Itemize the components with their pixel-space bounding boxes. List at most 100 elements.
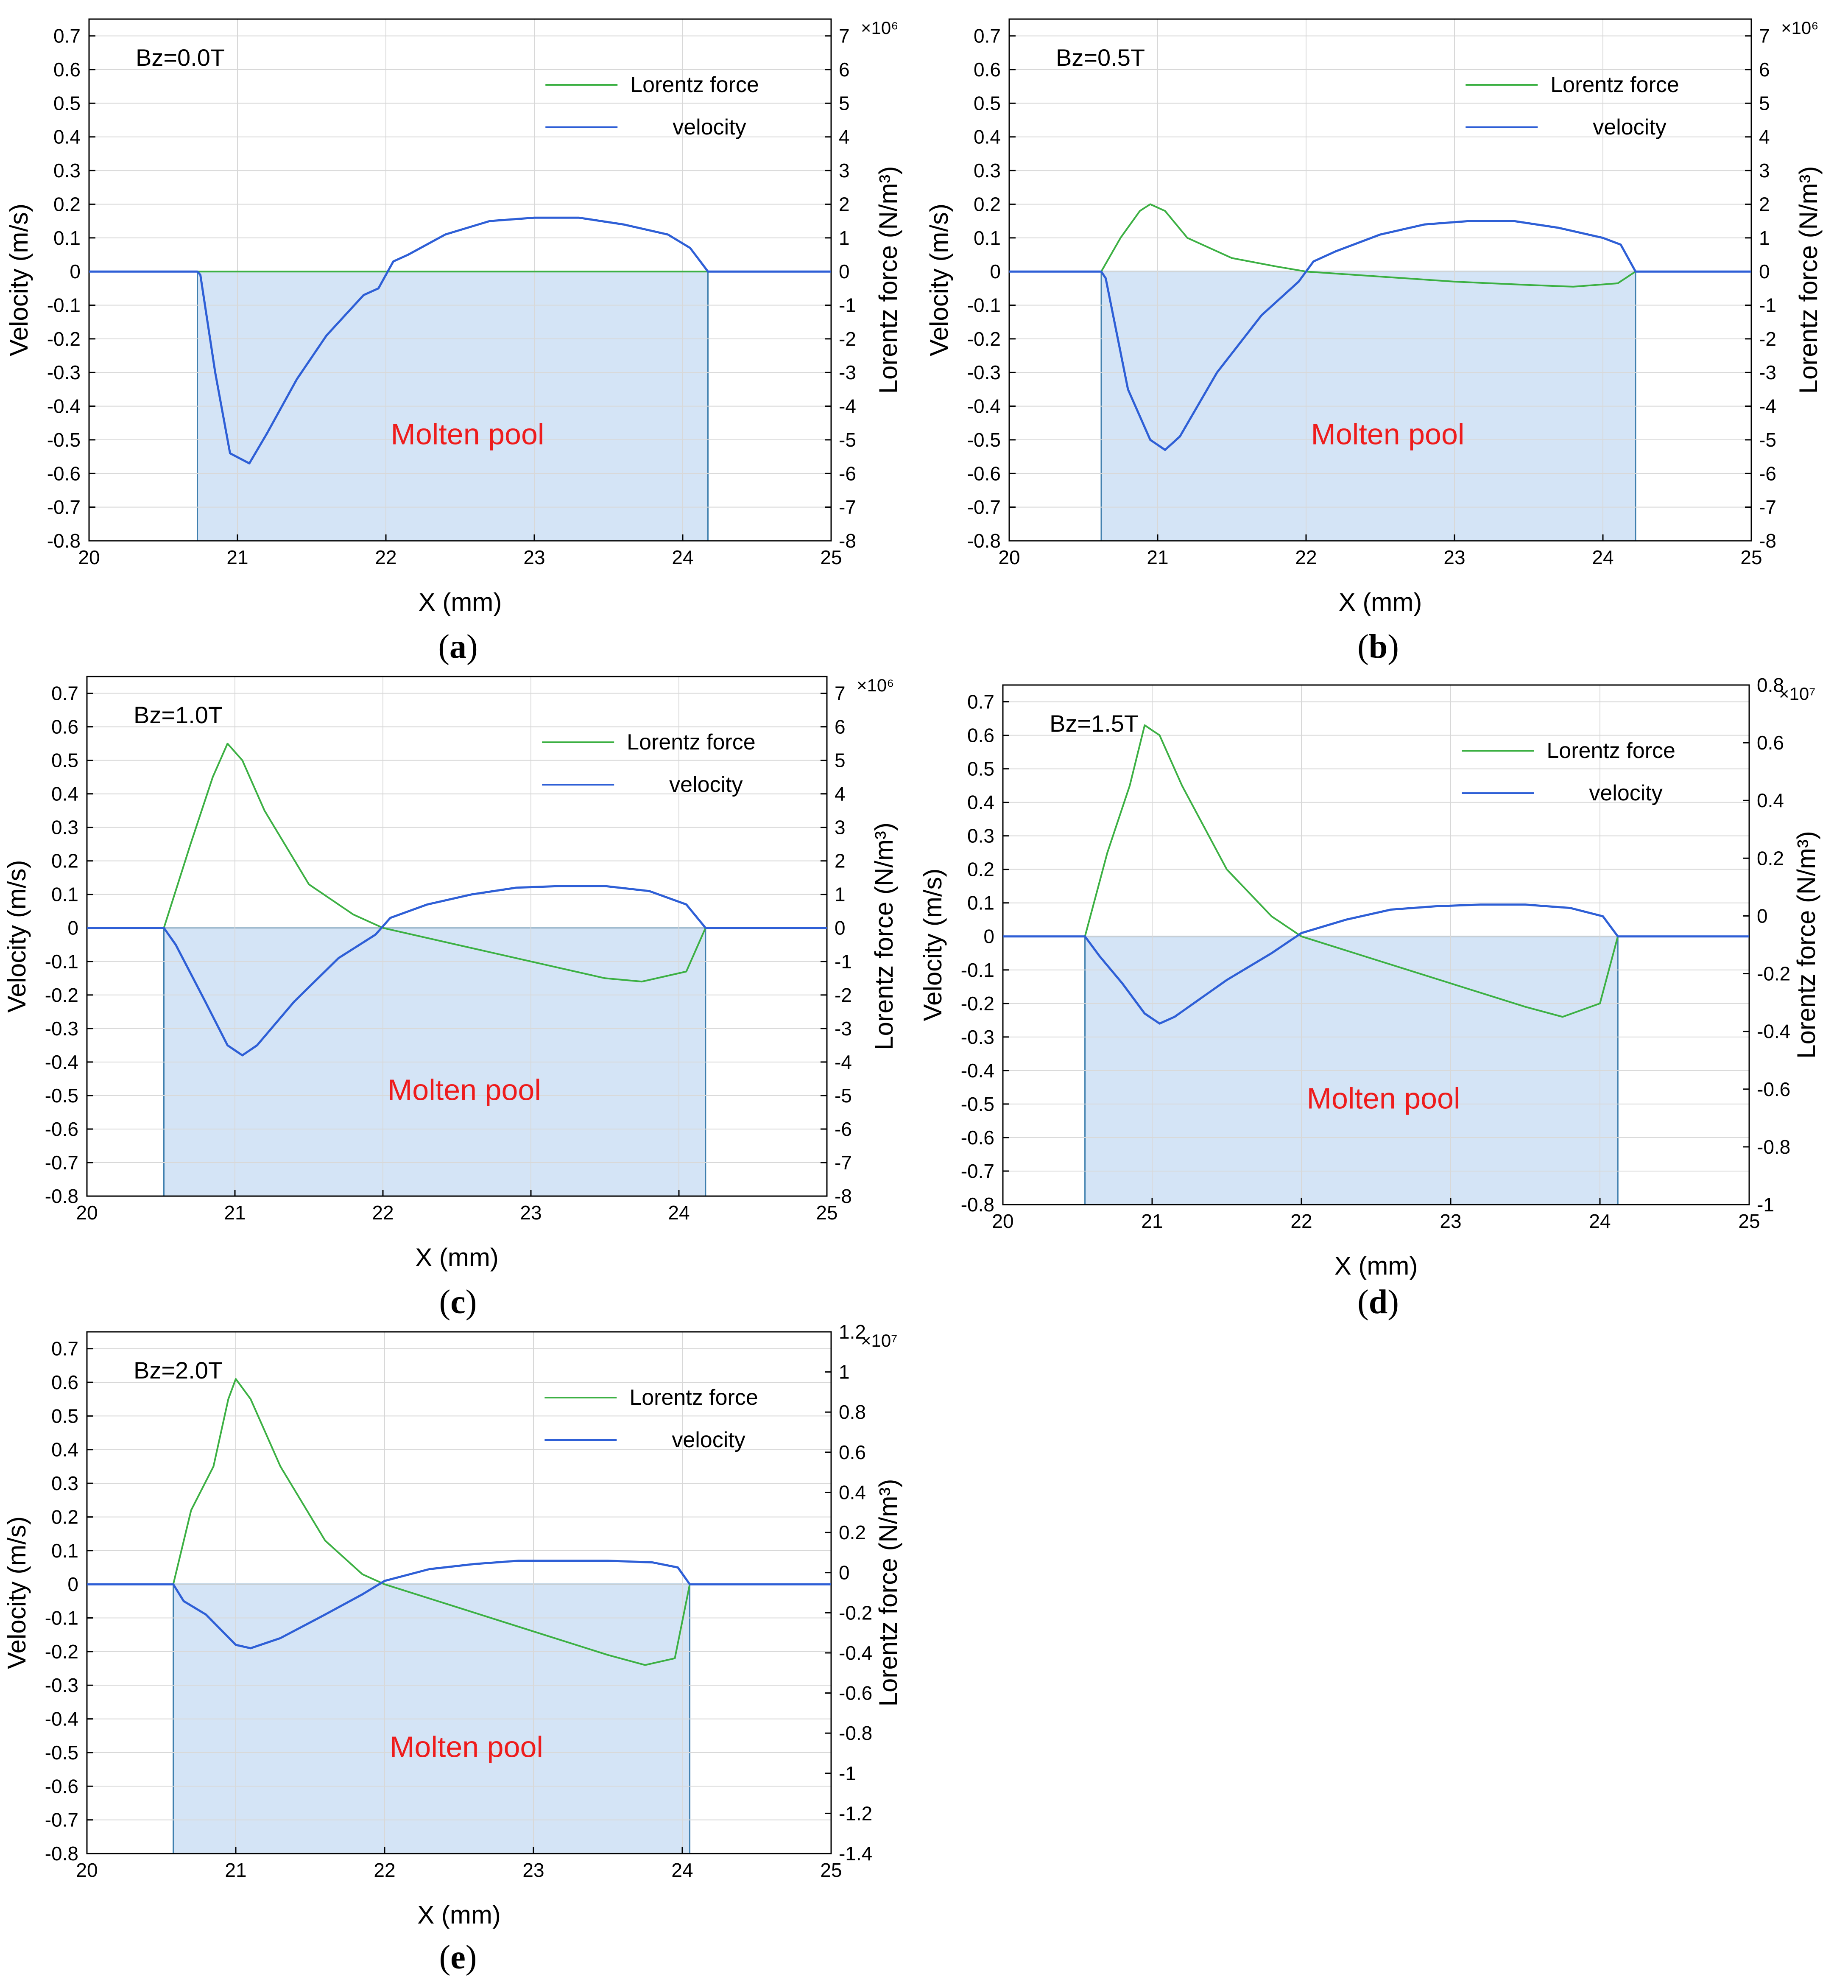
y2-tick-label: -1 [835,951,852,973]
y2-tick-label: -0.2 [839,1602,872,1624]
y2-tick-label: -0.4 [839,1642,872,1664]
panel-c: 0.7 0.6 0.5 0.4 0.3 0.2 0.1 0 -0.1 -0.2 -0.3 -0.4 -0… [3,675,898,1272]
y2-tick-label: 0.8 [839,1401,866,1423]
x-tick-label: 22 [372,1202,394,1224]
y-tick-label: -0.4 [961,1060,994,1082]
y-tick-label: -0.4 [47,395,81,417]
y-tick-label: -0.6 [961,1127,994,1149]
y-tick-label: -0.6 [47,462,81,484]
x-tick-label: 25 [820,1859,842,1881]
y2-tick-label: 0 [835,917,846,939]
plot-frame [86,676,828,1197]
panel-e: 0.7 0.6 0.5 0.4 0.3 0.2 0.1 0 -0.1 -0.2 -0.3 -0.4 -0… [3,1321,902,1929]
y-tick-label: 0.2 [974,193,1001,215]
legend-label-velocity: velocity [672,1428,745,1452]
y-tick-label: -0.8 [45,1843,78,1865]
field-annotation: Bz=0.5T [1056,44,1145,71]
caption-d: (d) [1357,1283,1399,1321]
plot-frame [1008,18,1752,542]
y-tick-label: 0 [990,260,1001,282]
y-tick-label: -0.3 [967,361,1001,383]
x-tick-label: 24 [672,546,693,568]
caption-c-letter: c [450,1283,466,1321]
y2-tick-label: 0.2 [1757,847,1784,869]
y-tick-label: 0.7 [53,25,81,47]
caption-a: (a) [438,628,478,665]
y2-tick-label: -1 [1757,1194,1774,1216]
x-tick-label: 21 [224,1202,246,1224]
y-tick-label: -0.1 [45,1607,78,1629]
y2-tick-label: -6 [839,462,856,484]
y2-tick-label: 5 [835,749,846,772]
y2-tick-label: 1 [839,1361,850,1383]
y-tick-label: -0.1 [967,294,1001,316]
y2-tick-label: -2 [1759,328,1776,350]
y-tick-label: 0.7 [974,25,1001,47]
y-axis-label-right: Lorentz force (N/m³) [1792,831,1820,1059]
caption-e-letter: e [450,1939,466,1976]
y-tick-label: 0.4 [967,791,994,814]
x-axis-label: X (mm) [417,1901,501,1929]
y-tick-label: -0.1 [47,294,81,316]
y-tick-label: -0.8 [47,530,81,552]
y2-tick-label: 4 [839,126,850,148]
y-tick-label: 0.4 [53,126,81,148]
x-tick-label: 20 [76,1202,98,1224]
x-tick-label: 23 [522,1859,544,1881]
y-tick-label: 0.7 [51,1338,78,1360]
y-tick-label: -0.8 [961,1194,994,1216]
y-tick-label: -0.6 [45,1775,78,1797]
y-tick-label: 0 [67,917,78,939]
y-tick-label: -0.2 [45,1641,78,1663]
y-tick-label: -0.3 [45,1018,78,1040]
y2-tick-label: 5 [1759,92,1770,114]
x-axis-label: X (mm) [1334,1252,1418,1280]
y2-tick-label: -4 [839,395,856,417]
y2-tick-label: -3 [1759,361,1776,383]
y2-tick-label: 7 [1759,25,1770,47]
y-tick-label: -0.2 [45,984,78,1006]
y2-tick-label: -1 [839,1762,856,1784]
y-tick-label: 0 [983,925,994,948]
field-annotation: Bz=1.0T [134,702,223,728]
y-tick-label: 0.7 [51,682,78,705]
x-tick-label: 25 [820,546,842,568]
y-tick-label: 0.3 [53,159,81,182]
molten-pool-label: Molten pool [391,417,544,450]
y2-tick-label: 0.4 [1757,789,1784,811]
y2-tick-label: 1 [1759,227,1770,249]
x-tick-label: 24 [1592,546,1614,568]
y-tick-label: 0 [70,260,81,282]
y2-tick-label: 7 [839,25,850,47]
y-tick-label: 0.4 [974,126,1001,148]
y-axis-label-left: Velocity (m/s) [5,204,33,356]
y2-tick-label: -2 [839,328,856,350]
x-axis-label: X (mm) [1339,588,1422,616]
y2-tick-label: -4 [1759,395,1776,417]
y2-tick-label: -7 [835,1152,852,1174]
y-tick-label: 0.2 [51,1506,78,1528]
y-axis-label-left: Velocity (m/s) [3,860,31,1012]
y-tick-label: -0.6 [967,462,1001,484]
y2-tick-label: 0 [839,260,850,282]
x-tick-label: 23 [1440,1210,1461,1232]
y2-tick-label: 0.4 [839,1481,866,1503]
y-tick-label: 0.6 [974,59,1001,81]
molten-pool-label: Molten pool [1311,417,1465,450]
y2-tick-label: 3 [1759,159,1770,182]
plot-frame [88,18,832,542]
series-velocity [89,216,831,464]
y2-tick-label: -0.6 [1757,1078,1790,1100]
y2-tick-label: 6 [835,716,846,738]
legend-label-lorentz-force: Lorentz force [630,73,759,97]
x-tick-label: 22 [374,1859,395,1881]
series-lorentz-force [87,743,827,983]
series-velocity [1009,220,1751,451]
y-tick-label: -0.4 [45,1708,78,1730]
y2-tick-label: 0.2 [839,1521,866,1543]
molten-pool-label: Molten pool [390,1730,543,1763]
y-axis-label-right: Lorentz force (N/m³) [870,822,898,1050]
y-tick-label: 0.2 [51,850,78,872]
x-tick-label: 22 [1290,1210,1312,1232]
legend-label-velocity: velocity [673,115,746,140]
